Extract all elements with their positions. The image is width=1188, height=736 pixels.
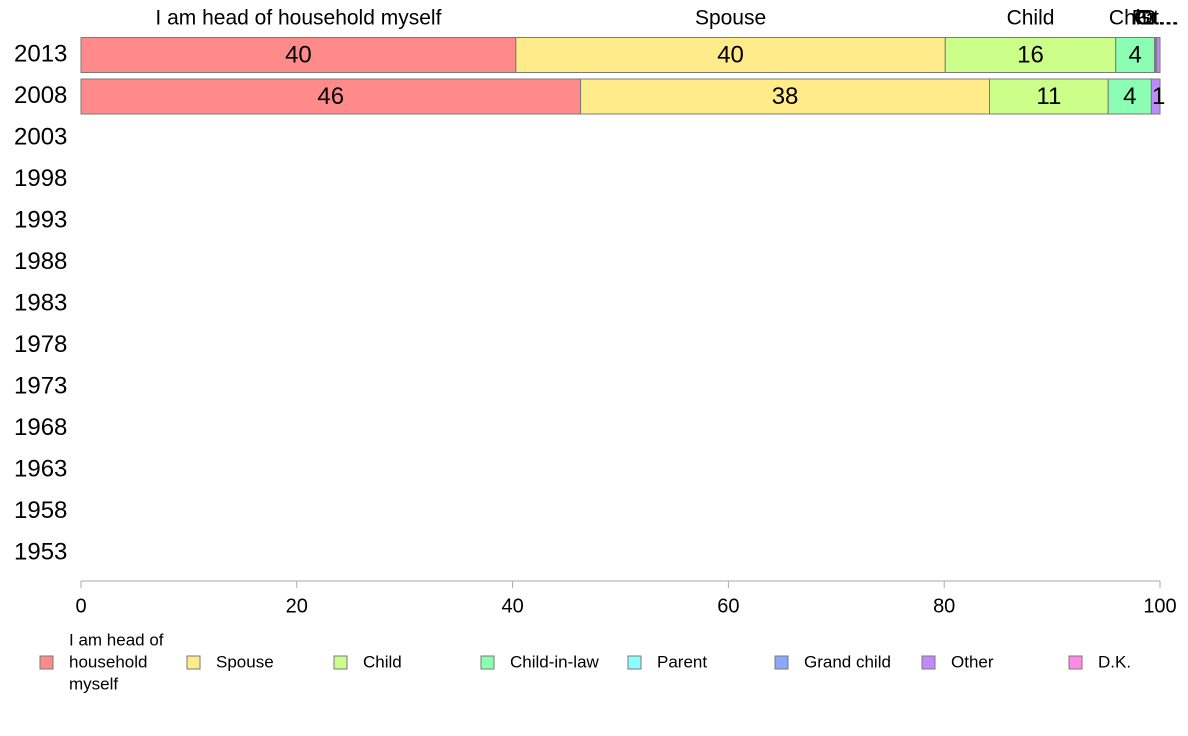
legend-swatch [1068,655,1083,670]
y-tick-label: 1983 [14,289,67,316]
data-label: 4 [1129,41,1142,68]
data-label: 16 [1017,41,1044,68]
legend-item: D.K. [1068,652,1131,671]
legend-label: Child-in-law [510,652,600,671]
data-label: 38 [772,83,799,110]
bars: 40 40 16 4 46 38 11 4 1 [80,37,1165,115]
y-tick-label: 1973 [14,372,67,399]
legend-item: Parent [627,652,707,671]
y-tick-label: 1988 [14,248,67,275]
x-tick-label: 100 [1143,595,1176,617]
legend-label: D.K. [1098,652,1131,671]
segment-top-label: I am head of household myself [155,7,441,30]
legend-label: Spouse [216,652,274,671]
x-tick-label: 40 [501,595,523,617]
legend-item: Grand child [774,652,891,671]
x-tick-label: 80 [933,595,955,617]
segment-top-label: Child [1007,7,1055,30]
legend-label: household [69,652,147,671]
legend-swatch [333,655,348,670]
segment-top-label: Spouse [695,7,766,30]
y-tick-label: 1993 [14,206,67,233]
segment-top-label: Chi… [1109,7,1162,30]
legend-label: Grand child [804,652,891,671]
legend-swatch [480,655,495,670]
y-tick-label: 1978 [14,331,67,358]
legend-item: Child [333,652,402,671]
legend-swatch [774,655,789,670]
data-label: 11 [1036,83,1061,110]
legend-swatch [39,655,54,670]
x-tick-label: 20 [286,595,308,617]
segment-top-label: D… [1142,7,1178,30]
bar-segment [80,78,582,115]
data-label: 40 [285,41,312,68]
legend-label: myself [69,674,118,693]
x-tick-label: 60 [717,595,739,617]
bar-segment [1150,78,1161,115]
legend-swatch [186,655,201,670]
legend: I am head of household myself Spouse Child Ch… [39,630,1131,693]
data-label: 1 [1152,83,1165,110]
segment-top-label: Ot… [1137,7,1180,30]
legend-item: I am head of household myself [39,630,164,693]
y-tick-label: 1963 [14,455,67,482]
legend-label: I am head of [69,630,164,649]
data-label: 40 [717,41,744,68]
y-tick-label: 1953 [14,538,67,565]
bar-segment [989,78,1109,115]
bar-segment [1107,78,1152,115]
legend-swatch [627,655,642,670]
bar-segment [515,37,946,73]
bar-segment [944,37,1117,73]
y-tick-label: 1998 [14,165,67,192]
data-label: 4 [1123,83,1136,110]
y-axis-tick-labels: 2013 2008 2003 1998 1993 1988 1983 1978 1973 1968… [14,40,67,565]
y-tick-label: 1958 [14,497,67,524]
legend-label: Parent [657,652,707,671]
legend-item: Child-in-law [480,652,600,671]
y-tick-label: 2003 [14,123,67,150]
legend-label: Child [363,652,402,671]
segment-top-label: Pa… [1132,7,1179,30]
bar-row: 40 40 16 4 [80,37,1161,73]
bar-segment [580,78,991,115]
y-tick-label: 2013 [14,40,67,67]
top-labels: I am head of household myself Spouse Child… [155,7,1180,30]
bar-row: 46 38 11 4 1 [80,78,1165,115]
legend-item: Spouse [186,652,274,671]
bar-segment [1156,37,1161,73]
data-label: 46 [317,83,344,110]
x-tick-label: 0 [75,595,86,617]
x-axis: 0 20 40 60 80 100 [75,580,1177,617]
legend-swatch [921,655,936,670]
y-tick-label: 2008 [14,82,67,109]
legend-label: Other [951,652,994,671]
legend-item: Other [921,652,994,671]
y-tick-label: 1968 [14,414,67,441]
segment-top-label: Gr… [1134,7,1178,30]
